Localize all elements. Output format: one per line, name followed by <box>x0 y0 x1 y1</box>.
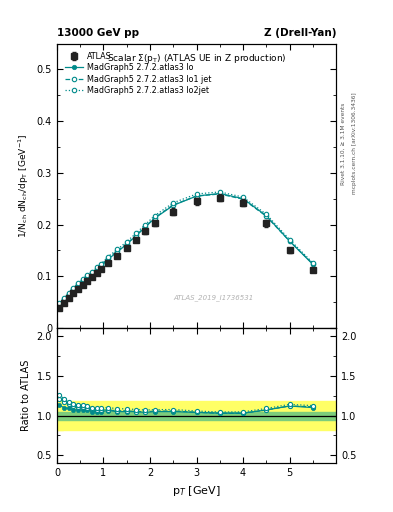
MadGraph5 2.7.2.atlas3 lo <box>99 263 103 269</box>
MadGraph5 2.7.2.atlas3 lo1 jet <box>62 296 66 302</box>
MadGraph5 2.7.2.atlas3 lo2jet <box>85 272 90 278</box>
MadGraph5 2.7.2.atlas3 lo <box>90 271 94 277</box>
MadGraph5 2.7.2.atlas3 lo <box>106 256 110 262</box>
MadGraph5 2.7.2.atlas3 lo2jet <box>75 281 80 287</box>
Text: Rivet 3.1.10, ≥ 3.1M events: Rivet 3.1.10, ≥ 3.1M events <box>341 102 346 184</box>
MadGraph5 2.7.2.atlas3 lo1 jet <box>143 224 148 230</box>
MadGraph5 2.7.2.atlas3 lo2jet <box>90 268 94 274</box>
MadGraph5 2.7.2.atlas3 lo2jet <box>80 276 85 283</box>
MadGraph5 2.7.2.atlas3 lo1 jet <box>71 286 75 292</box>
MadGraph5 2.7.2.atlas3 lo1 jet <box>287 238 292 244</box>
MadGraph5 2.7.2.atlas3 lo <box>124 241 129 247</box>
Text: Z (Drell-Yan): Z (Drell-Yan) <box>264 28 336 38</box>
MadGraph5 2.7.2.atlas3 lo <box>134 233 138 239</box>
MadGraph5 2.7.2.atlas3 lo <box>194 193 199 199</box>
MadGraph5 2.7.2.atlas3 lo2jet <box>264 211 269 217</box>
Text: Scalar Σ(p$_\mathregular{T}$) (ATLAS UE in Z production): Scalar Σ(p$_\mathregular{T}$) (ATLAS UE … <box>107 52 286 65</box>
MadGraph5 2.7.2.atlas3 lo2jet <box>287 237 292 243</box>
MadGraph5 2.7.2.atlas3 lo <box>57 303 62 309</box>
MadGraph5 2.7.2.atlas3 lo2jet <box>115 246 120 252</box>
X-axis label: p$_{T}$ [GeV]: p$_{T}$ [GeV] <box>172 484 221 498</box>
MadGraph5 2.7.2.atlas3 lo <box>241 196 245 202</box>
MadGraph5 2.7.2.atlas3 lo1 jet <box>94 266 99 272</box>
MadGraph5 2.7.2.atlas3 lo2jet <box>57 300 62 306</box>
MadGraph5 2.7.2.atlas3 lo2jet <box>71 285 75 291</box>
MadGraph5 2.7.2.atlas3 lo2jet <box>99 261 103 267</box>
MadGraph5 2.7.2.atlas3 lo <box>264 212 269 219</box>
MadGraph5 2.7.2.atlas3 lo <box>171 202 176 208</box>
MadGraph5 2.7.2.atlas3 lo1 jet <box>115 248 120 254</box>
MadGraph5 2.7.2.atlas3 lo2jet <box>194 191 199 197</box>
MadGraph5 2.7.2.atlas3 lo2jet <box>124 239 129 245</box>
MadGraph5 2.7.2.atlas3 lo1 jet <box>152 215 157 221</box>
MadGraph5 2.7.2.atlas3 lo <box>62 297 66 304</box>
MadGraph5 2.7.2.atlas3 lo1 jet <box>99 262 103 268</box>
MadGraph5 2.7.2.atlas3 lo2jet <box>134 230 138 237</box>
MadGraph5 2.7.2.atlas3 lo <box>115 249 120 255</box>
MadGraph5 2.7.2.atlas3 lo1 jet <box>90 269 94 275</box>
MadGraph5 2.7.2.atlas3 lo2jet <box>94 264 99 270</box>
MadGraph5 2.7.2.atlas3 lo2jet <box>106 253 110 260</box>
MadGraph5 2.7.2.atlas3 lo1 jet <box>80 278 85 284</box>
MadGraph5 2.7.2.atlas3 lo2jet <box>310 260 315 266</box>
MadGraph5 2.7.2.atlas3 lo1 jet <box>310 261 315 267</box>
MadGraph5 2.7.2.atlas3 lo1 jet <box>57 301 62 307</box>
MadGraph5 2.7.2.atlas3 lo1 jet <box>85 273 90 279</box>
MadGraph5 2.7.2.atlas3 lo <box>94 267 99 273</box>
MadGraph5 2.7.2.atlas3 lo1 jet <box>134 232 138 239</box>
MadGraph5 2.7.2.atlas3 lo1 jet <box>106 255 110 261</box>
Line: MadGraph5 2.7.2.atlas3 lo1 jet: MadGraph5 2.7.2.atlas3 lo1 jet <box>57 192 315 306</box>
MadGraph5 2.7.2.atlas3 lo1 jet <box>66 291 71 297</box>
MadGraph5 2.7.2.atlas3 lo1 jet <box>75 282 80 288</box>
MadGraph5 2.7.2.atlas3 lo1 jet <box>241 196 245 202</box>
MadGraph5 2.7.2.atlas3 lo2jet <box>62 295 66 301</box>
MadGraph5 2.7.2.atlas3 lo <box>85 275 90 281</box>
MadGraph5 2.7.2.atlas3 lo <box>287 238 292 244</box>
MadGraph5 2.7.2.atlas3 lo2jet <box>152 212 157 219</box>
MadGraph5 2.7.2.atlas3 lo1 jet <box>124 241 129 247</box>
Text: mcplots.cern.ch [arXiv:1306.3436]: mcplots.cern.ch [arXiv:1306.3436] <box>352 93 357 194</box>
Y-axis label: Ratio to ATLAS: Ratio to ATLAS <box>21 360 31 431</box>
Legend: ATLAS, MadGraph5 2.7.2.atlas3 lo, MadGraph5 2.7.2.atlas3 lo1 jet, MadGraph5 2.7.: ATLAS, MadGraph5 2.7.2.atlas3 lo, MadGra… <box>64 50 213 96</box>
Y-axis label: 1/N$_\mathregular{ch}$ dN$_\mathregular{ch}$/dp$_\mathregular{T}$ [GeV$^{-1}$]: 1/N$_\mathregular{ch}$ dN$_\mathregular{… <box>17 134 31 238</box>
MadGraph5 2.7.2.atlas3 lo <box>143 224 148 230</box>
MadGraph5 2.7.2.atlas3 lo1 jet <box>217 191 222 197</box>
Text: ATLAS_2019_I1736531: ATLAS_2019_I1736531 <box>173 294 253 301</box>
MadGraph5 2.7.2.atlas3 lo <box>66 292 71 298</box>
MadGraph5 2.7.2.atlas3 lo <box>75 283 80 289</box>
Line: MadGraph5 2.7.2.atlas3 lo: MadGraph5 2.7.2.atlas3 lo <box>57 191 315 308</box>
MadGraph5 2.7.2.atlas3 lo2jet <box>217 189 222 195</box>
Text: 13000 GeV pp: 13000 GeV pp <box>57 28 139 38</box>
MadGraph5 2.7.2.atlas3 lo1 jet <box>194 193 199 199</box>
MadGraph5 2.7.2.atlas3 lo <box>71 287 75 293</box>
MadGraph5 2.7.2.atlas3 lo <box>152 215 157 221</box>
MadGraph5 2.7.2.atlas3 lo2jet <box>241 194 245 200</box>
MadGraph5 2.7.2.atlas3 lo <box>217 190 222 197</box>
MadGraph5 2.7.2.atlas3 lo <box>310 261 315 267</box>
MadGraph5 2.7.2.atlas3 lo1 jet <box>171 202 176 208</box>
MadGraph5 2.7.2.atlas3 lo1 jet <box>264 213 269 219</box>
MadGraph5 2.7.2.atlas3 lo2jet <box>66 290 71 296</box>
MadGraph5 2.7.2.atlas3 lo <box>80 279 85 285</box>
MadGraph5 2.7.2.atlas3 lo2jet <box>171 200 176 206</box>
MadGraph5 2.7.2.atlas3 lo2jet <box>143 221 148 227</box>
Line: MadGraph5 2.7.2.atlas3 lo2jet: MadGraph5 2.7.2.atlas3 lo2jet <box>57 190 315 305</box>
